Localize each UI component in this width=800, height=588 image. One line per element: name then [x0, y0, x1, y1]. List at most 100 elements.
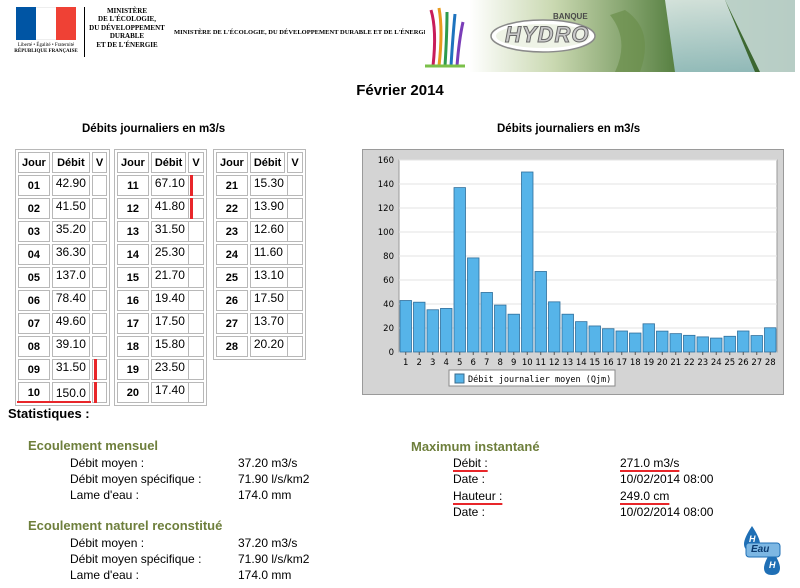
daily-flow-table-2: Jour Débit V 11 67.10 12 41.80 13 31.50 14 2… [114, 149, 207, 406]
y-tick-label: 100 [378, 228, 394, 238]
daily-flow-table-1: Jour Débit V 01 42.90 02 41.50 03 35.20 04 3… [15, 149, 111, 406]
table-row: 27 13.70 [216, 313, 303, 334]
x-tick-label: 24 [711, 358, 722, 368]
flow-cell: 67.10 [150, 175, 189, 196]
table-row: 11 67.10 [117, 175, 204, 196]
day-cell: 05 [18, 267, 50, 288]
validity-flag-cell [188, 175, 204, 196]
max-height-date-label: Date : [453, 505, 486, 519]
table-row: 23 12.60 [216, 221, 303, 242]
chart-bar-day-21 [669, 333, 682, 353]
banque-hydro-banner[interactable]: BANQUE HYDRO [425, 0, 795, 72]
y-tick-label: 20 [383, 324, 394, 334]
daily-flow-chart: 0 20 40 60 80 100 120 140 160 1 2 3 4 5 6 7 8 9 10 11 12 13 1… [362, 149, 784, 395]
table-row: 09 31.50 [18, 359, 108, 380]
validity-cell [287, 175, 303, 196]
chart-bar-day-6 [467, 257, 480, 353]
table-row: 01 42.90 [18, 175, 108, 196]
validity-cell [91, 175, 108, 196]
chart-bar-day-27 [750, 335, 763, 353]
validity-flag-cell [91, 382, 108, 403]
table-row: 02 41.50 [18, 198, 108, 219]
flow-cell: 41.80 [150, 198, 189, 219]
x-tick-label: 3 [430, 358, 435, 368]
col-header-flow: Débit [249, 152, 286, 173]
max-flow-value: 271.0 m3/s [620, 456, 680, 470]
monthly-flow-title: Ecoulement mensuel [28, 438, 159, 453]
reeds-icon [425, 7, 465, 68]
day-cell: 12 [117, 198, 149, 219]
x-tick-label: 27 [751, 358, 762, 368]
x-tick-label: 20 [657, 358, 668, 368]
max-flow-date-value: 10/02/2014 08:00 [620, 472, 714, 486]
day-cell: 21 [216, 175, 248, 196]
chart-bar-day-4 [440, 308, 453, 353]
y-tick-label: 0 [389, 348, 394, 358]
flow-cell: 23.50 [150, 359, 189, 380]
day-cell: 06 [18, 290, 50, 311]
day-cell: 23 [216, 221, 248, 242]
daily-flow-table-3: Jour Débit V 21 15.30 22 13.90 23 12.60 24 1… [213, 149, 306, 360]
stat-value: 174.0 mm [238, 568, 292, 582]
y-tick-label: 40 [383, 300, 394, 310]
flow-cell: 150.0 [50, 382, 91, 403]
flow-cell: 31.50 [150, 221, 189, 242]
x-tick-label: 21 [670, 358, 681, 368]
validity-cell [287, 221, 303, 242]
validity-cell [188, 244, 204, 265]
col-header-validity: V [188, 152, 204, 173]
day-cell: 18 [117, 336, 149, 357]
flow-cell: 78.40 [51, 290, 90, 311]
validity-cell [188, 359, 204, 380]
y-tick-label: 80 [383, 252, 394, 262]
stat-label: Débit moyen : [70, 536, 145, 550]
flow-cell: 19.40 [150, 290, 189, 311]
day-cell: 16 [117, 290, 149, 311]
chart-bar-day-14 [575, 321, 588, 353]
validity-cell [287, 267, 303, 288]
max-flow-label: Débit : [453, 456, 488, 470]
chart-bar-day-23 [696, 336, 709, 353]
republique-francaise-logo: Liberté • Égalité • Fraternité RÉPUBLIQU… [6, 7, 82, 57]
x-tick-label: 10 [522, 358, 533, 368]
validity-flag-cell [188, 198, 204, 219]
table-row: 05 137.0 [18, 267, 108, 288]
validity-cell [287, 290, 303, 311]
validity-cell [287, 244, 303, 265]
flow-cell: 11.60 [249, 244, 288, 265]
x-tick-label: 2 [417, 358, 422, 368]
chart-bar-day-2 [413, 301, 426, 353]
validity-cell [188, 313, 204, 334]
eau-logo-h-top: H [749, 534, 756, 544]
table-row: 21 15.30 [216, 175, 303, 196]
x-tick-label: 11 [535, 358, 546, 368]
table-row: 19 23.50 [117, 359, 204, 380]
validity-cell [91, 198, 108, 219]
french-flag-icon [16, 7, 76, 40]
table-row: 03 35.20 [18, 221, 108, 242]
ministry-line: DURABLE [109, 32, 145, 41]
x-tick-label: 25 [724, 358, 735, 368]
x-tick-label: 8 [498, 358, 503, 368]
x-tick-label: 28 [765, 358, 776, 368]
chart-bar-day-15 [588, 325, 601, 353]
table-row: 15 21.70 [117, 267, 204, 288]
flow-cell: 13.90 [249, 198, 288, 219]
chart-bar-day-1 [399, 300, 412, 353]
eau-logo-icon: H Eau H [740, 524, 784, 578]
chart-bar-day-5 [453, 187, 466, 353]
chart-bar-day-26 [737, 330, 750, 353]
x-tick-label: 15 [589, 358, 600, 368]
stat-value: 71.90 l/s/km2 [238, 472, 310, 486]
chart-bar-day-16 [602, 328, 615, 353]
x-tick-label: 16 [603, 358, 614, 368]
x-tick-label: 23 [697, 358, 708, 368]
table-row: 14 25.30 [117, 244, 204, 265]
x-tick-label: 12 [549, 358, 560, 368]
natural-flow-title: Ecoulement naturel reconstitué [28, 518, 223, 533]
flow-cell: 35.20 [51, 221, 90, 242]
stat-label: Débit moyen spécifique : [70, 472, 202, 486]
stat-label: Débit moyen : [70, 456, 145, 470]
chart-bar-day-3 [426, 309, 439, 353]
chart-bar-day-20 [656, 330, 669, 353]
